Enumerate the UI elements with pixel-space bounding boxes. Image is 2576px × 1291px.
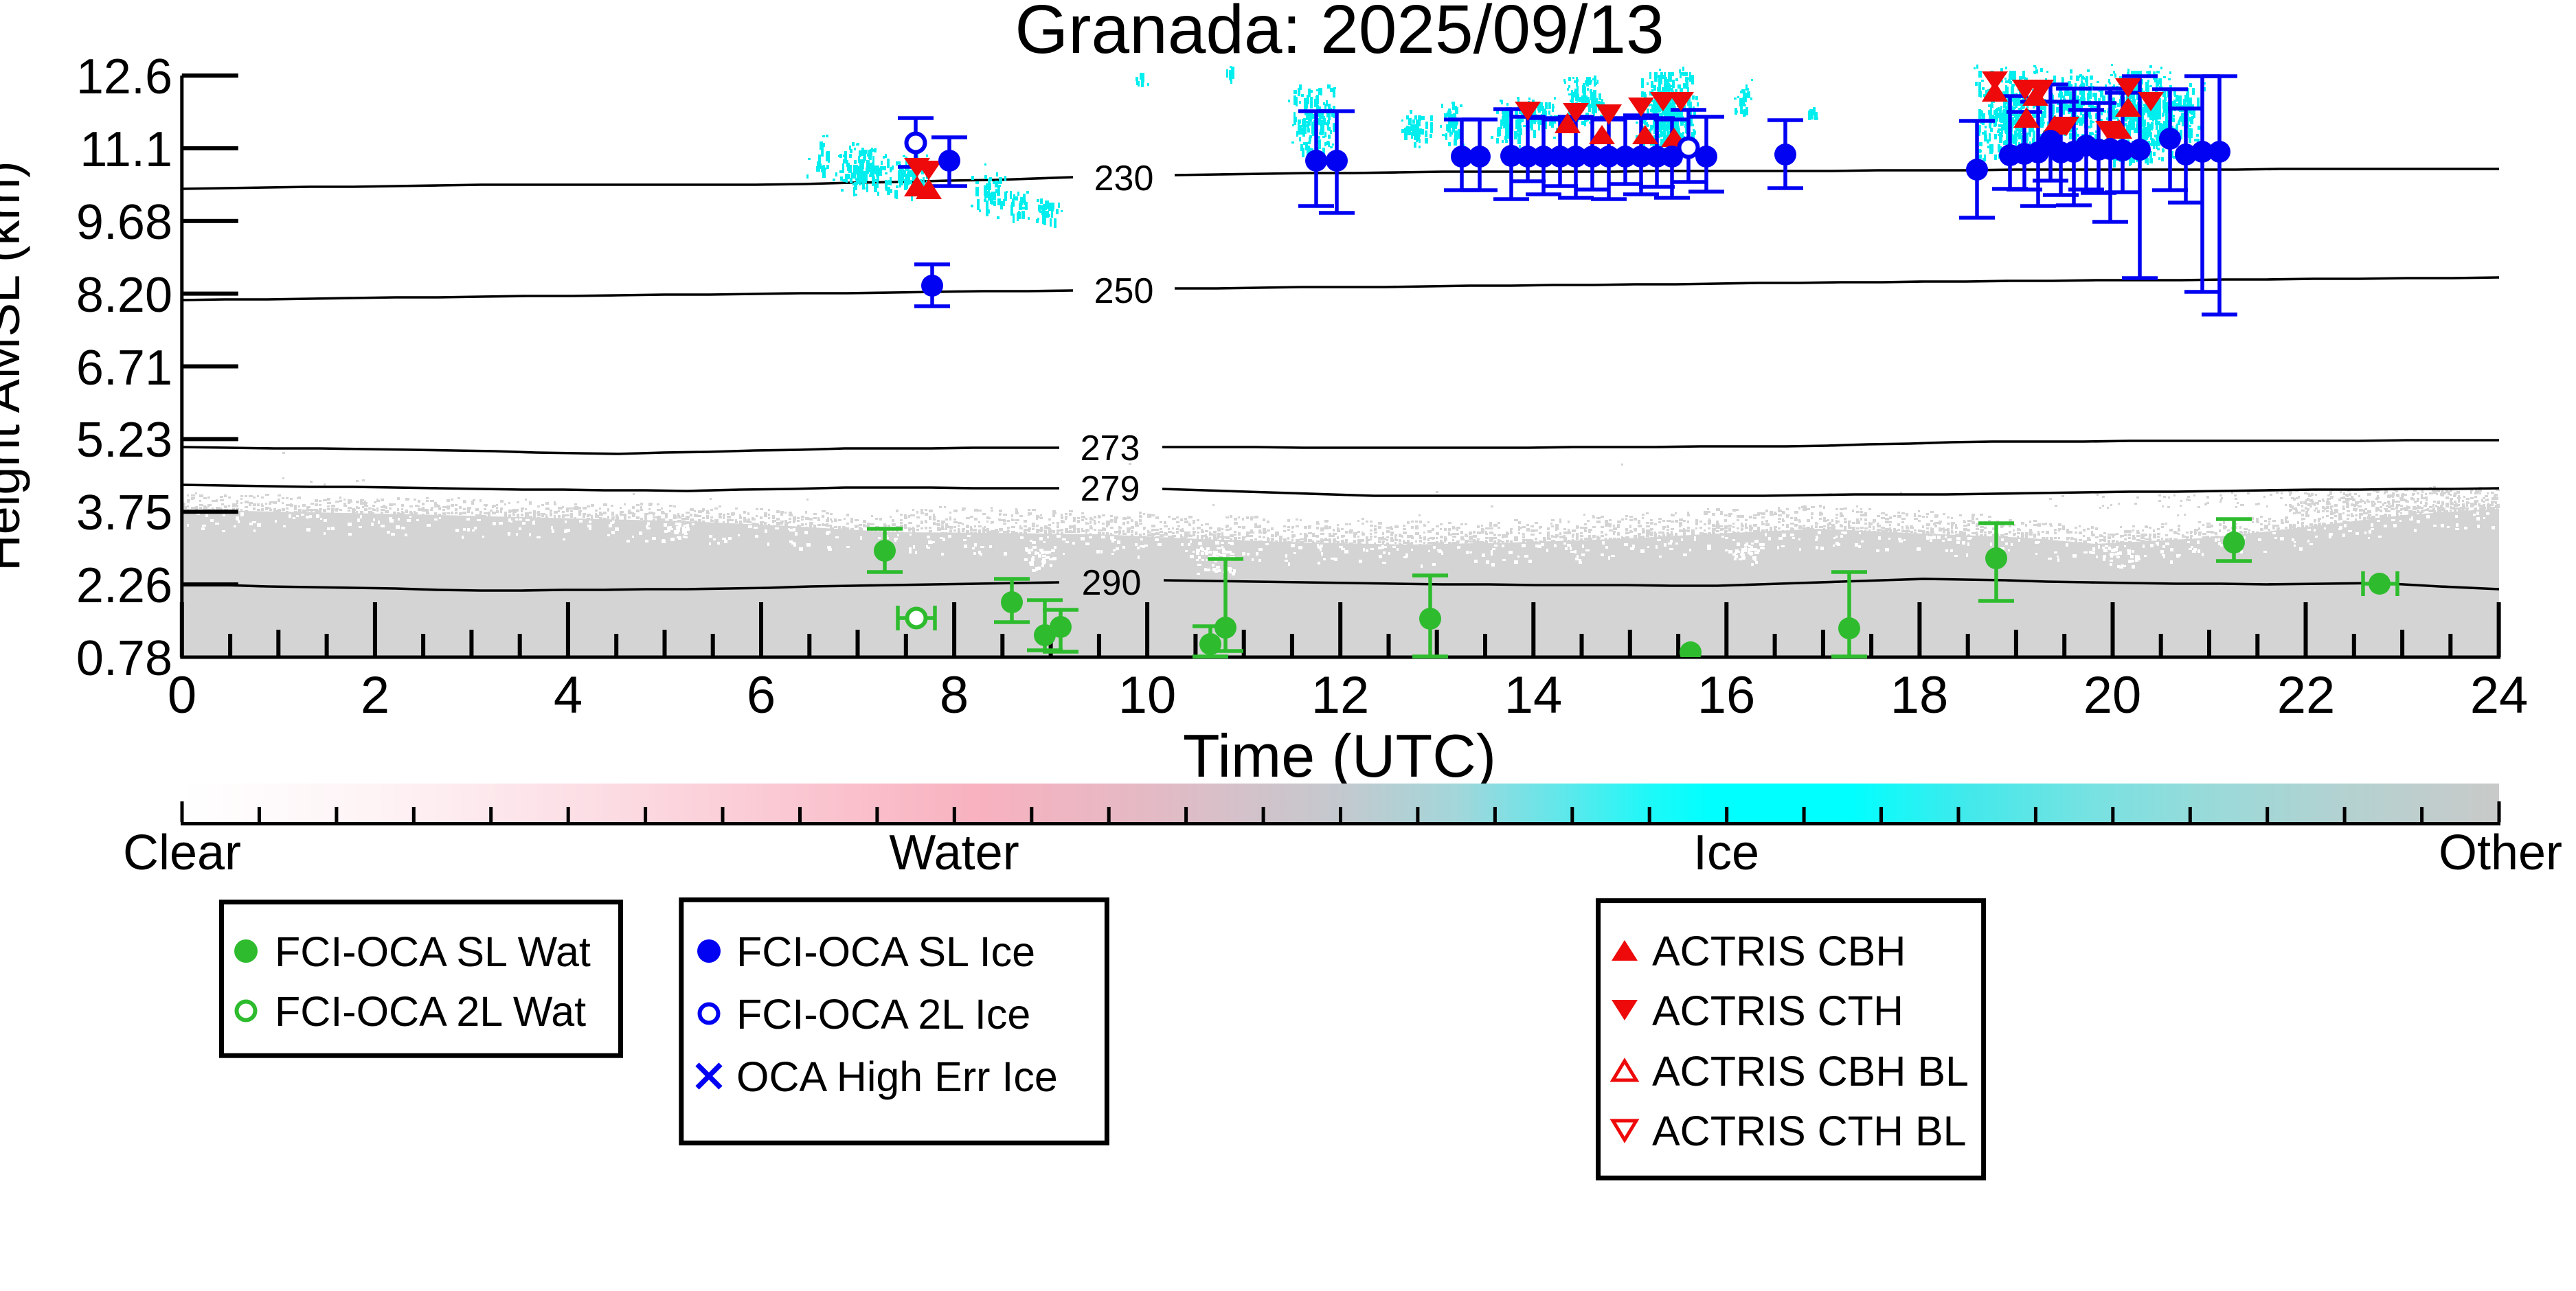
svg-text:10: 10	[1118, 666, 1177, 724]
svg-text:ACTRIS CTH: ACTRIS CTH	[1652, 987, 1903, 1034]
svg-text:FCI-OCA SL Wat: FCI-OCA SL Wat	[275, 928, 591, 975]
svg-text:OCA High Err Ice: OCA High Err Ice	[736, 1053, 1058, 1100]
svg-text:290: 290	[1082, 563, 1142, 603]
svg-text:12.6: 12.6	[76, 49, 172, 104]
svg-text:8: 8	[940, 666, 969, 724]
svg-text:11.1: 11.1	[80, 122, 172, 177]
svg-text:24: 24	[2470, 666, 2529, 724]
svg-text:14: 14	[1504, 666, 1563, 724]
svg-text:ACTRIS CBH BL: ACTRIS CBH BL	[1652, 1048, 1969, 1095]
svg-text:FCI-OCA 2L Ice: FCI-OCA 2L Ice	[736, 991, 1030, 1038]
svg-text:6.71: 6.71	[76, 341, 172, 396]
svg-text:ACTRIS CTH BL: ACTRIS CTH BL	[1652, 1108, 1967, 1154]
svg-text:22: 22	[2277, 666, 2336, 724]
svg-text:279: 279	[1081, 469, 1140, 509]
svg-text:Granada: 2025/09/13: Granada: 2025/09/13	[1015, 0, 1664, 68]
svg-text:4: 4	[554, 666, 583, 724]
svg-text:3.75: 3.75	[76, 485, 172, 540]
svg-text:5.23: 5.23	[76, 413, 172, 468]
svg-text:12: 12	[1311, 666, 1370, 724]
svg-text:Clear: Clear	[123, 825, 241, 880]
svg-text:Water: Water	[889, 825, 1019, 880]
svg-text:16: 16	[1697, 666, 1756, 724]
svg-text:20: 20	[2083, 666, 2142, 724]
svg-text:2: 2	[361, 666, 389, 724]
svg-text:FCI-OCA SL Ice: FCI-OCA SL Ice	[736, 928, 1035, 975]
svg-text:ACTRIS CBH: ACTRIS CBH	[1652, 928, 1906, 974]
svg-text:18: 18	[1890, 666, 1949, 724]
svg-text:0: 0	[168, 666, 196, 724]
svg-text:Ice: Ice	[1693, 825, 1759, 880]
svg-text:2.26: 2.26	[76, 558, 172, 613]
svg-text:250: 250	[1094, 271, 1154, 311]
svg-text:Other: Other	[2439, 825, 2562, 880]
svg-text:Time (UTC): Time (UTC)	[1183, 722, 1496, 790]
svg-text:8.20: 8.20	[76, 268, 172, 323]
svg-text:6: 6	[747, 666, 776, 724]
svg-text:9.68: 9.68	[76, 195, 172, 250]
svg-text:FCI-OCA 2L Wat: FCI-OCA 2L Wat	[275, 988, 586, 1035]
svg-text:273: 273	[1081, 429, 1140, 468]
svg-text:230: 230	[1094, 159, 1154, 198]
svg-text:0.78: 0.78	[76, 631, 172, 686]
svg-text:Height AMSL (km): Height AMSL (km)	[0, 161, 30, 571]
